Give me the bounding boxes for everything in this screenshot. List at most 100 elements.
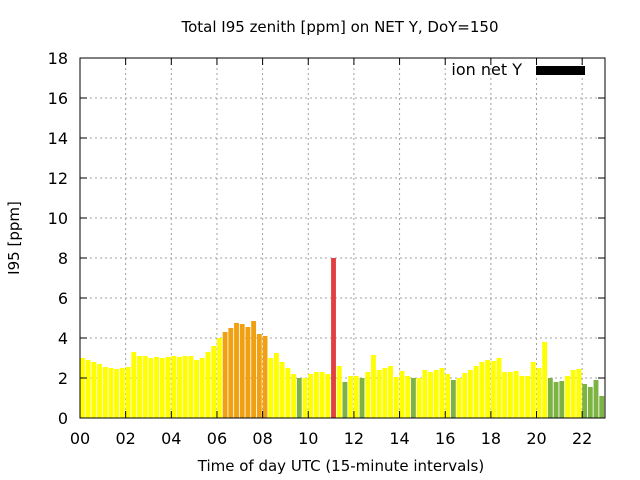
- bar: [388, 366, 394, 418]
- bar: [262, 336, 268, 418]
- bar: [268, 358, 274, 418]
- bar: [382, 368, 388, 418]
- y-tick-label: 16: [48, 89, 68, 108]
- bar: [159, 358, 165, 418]
- x-tick-label: 14: [389, 429, 409, 448]
- bar: [439, 368, 445, 418]
- bar: [445, 374, 451, 418]
- bar: [502, 372, 508, 418]
- grid: [80, 58, 605, 418]
- bar: [468, 370, 473, 418]
- bar: [599, 396, 605, 418]
- bar: [576, 369, 582, 418]
- bar: [399, 371, 405, 418]
- bar: [365, 372, 371, 418]
- x-tick-label: 04: [161, 429, 181, 448]
- bar: [553, 382, 559, 418]
- bar: [313, 372, 319, 418]
- y-tick-label: 8: [58, 249, 68, 268]
- bar: [85, 360, 91, 418]
- y-tick-labels: 0 2 4 6 8 10 12 14 16 18: [48, 49, 68, 428]
- bar: [194, 360, 199, 418]
- bar: [131, 352, 137, 418]
- bar: [485, 360, 491, 418]
- legend-label: ion net Y: [451, 60, 522, 79]
- y-tick-label: 2: [58, 369, 68, 388]
- bar: [570, 370, 576, 418]
- bar: [296, 378, 302, 418]
- bar: [479, 362, 485, 418]
- bar: [114, 369, 120, 418]
- bar: [587, 387, 593, 418]
- bar: [353, 376, 359, 418]
- bar: [376, 370, 382, 418]
- bar: [177, 357, 182, 418]
- x-tick-label: 18: [481, 429, 501, 448]
- x-tick-label: 06: [207, 429, 227, 448]
- bar: [565, 376, 570, 418]
- bar: [188, 356, 194, 418]
- bar: [405, 376, 411, 418]
- bar: [336, 366, 342, 418]
- bar: [142, 356, 148, 418]
- bar: [165, 357, 171, 418]
- bar: [433, 370, 439, 418]
- bar: [205, 352, 211, 418]
- bar: [422, 370, 428, 418]
- bar: [530, 362, 536, 418]
- bar: [393, 377, 399, 418]
- bar: [428, 372, 433, 418]
- bar: [593, 380, 599, 418]
- bar: [108, 368, 114, 418]
- bar: [148, 358, 154, 418]
- x-tick-labels: 00 02 04 06 08 10 12 14 16 18 20 22: [70, 429, 593, 448]
- bar: [525, 376, 530, 418]
- bar: [319, 372, 325, 418]
- legend-swatch: [536, 66, 585, 75]
- bar: [496, 358, 502, 418]
- x-axis-title: Time of day UTC (15-minute intervals): [197, 457, 484, 475]
- bar: [234, 323, 239, 418]
- bar: [279, 362, 285, 418]
- bar: [473, 366, 479, 418]
- bar: [331, 258, 336, 418]
- bar: [119, 368, 125, 418]
- bar: [251, 321, 257, 418]
- bar: [582, 384, 588, 418]
- x-tick-label: 00: [70, 429, 90, 448]
- y-tick-label: 14: [48, 129, 68, 148]
- bar: [410, 378, 416, 418]
- bar: [285, 368, 291, 418]
- y-tick-label: 0: [58, 409, 68, 428]
- bar: [308, 374, 314, 418]
- bar: [416, 378, 422, 418]
- bar: [91, 362, 97, 418]
- bar: [507, 372, 513, 418]
- bars: [80, 258, 605, 418]
- bar: [536, 368, 542, 418]
- bar: [325, 374, 331, 418]
- bar: [182, 356, 188, 418]
- bar: [125, 367, 131, 418]
- chart-title: Total I95 zenith [ppm] on NET Y, DoY=150: [180, 18, 498, 36]
- bar: [228, 328, 234, 418]
- x-tick-label: 22: [572, 429, 592, 448]
- y-tick-label: 6: [58, 289, 68, 308]
- bar: [291, 374, 296, 418]
- x-tick-label: 08: [252, 429, 272, 448]
- bar: [102, 367, 108, 418]
- bar: [559, 381, 565, 418]
- bar: [342, 382, 348, 418]
- y-tick-label: 18: [48, 49, 68, 68]
- bar: [547, 378, 553, 418]
- x-tick-label: 16: [435, 429, 455, 448]
- y-tick-label: 10: [48, 209, 68, 228]
- x-tick-label: 12: [344, 429, 364, 448]
- bar: [302, 378, 308, 418]
- bar: [519, 376, 525, 418]
- bar: [456, 378, 462, 418]
- y-axis-title: I95 [ppm]: [5, 201, 23, 275]
- x-tick-label: 02: [115, 429, 135, 448]
- tick-marks: [79, 57, 605, 419]
